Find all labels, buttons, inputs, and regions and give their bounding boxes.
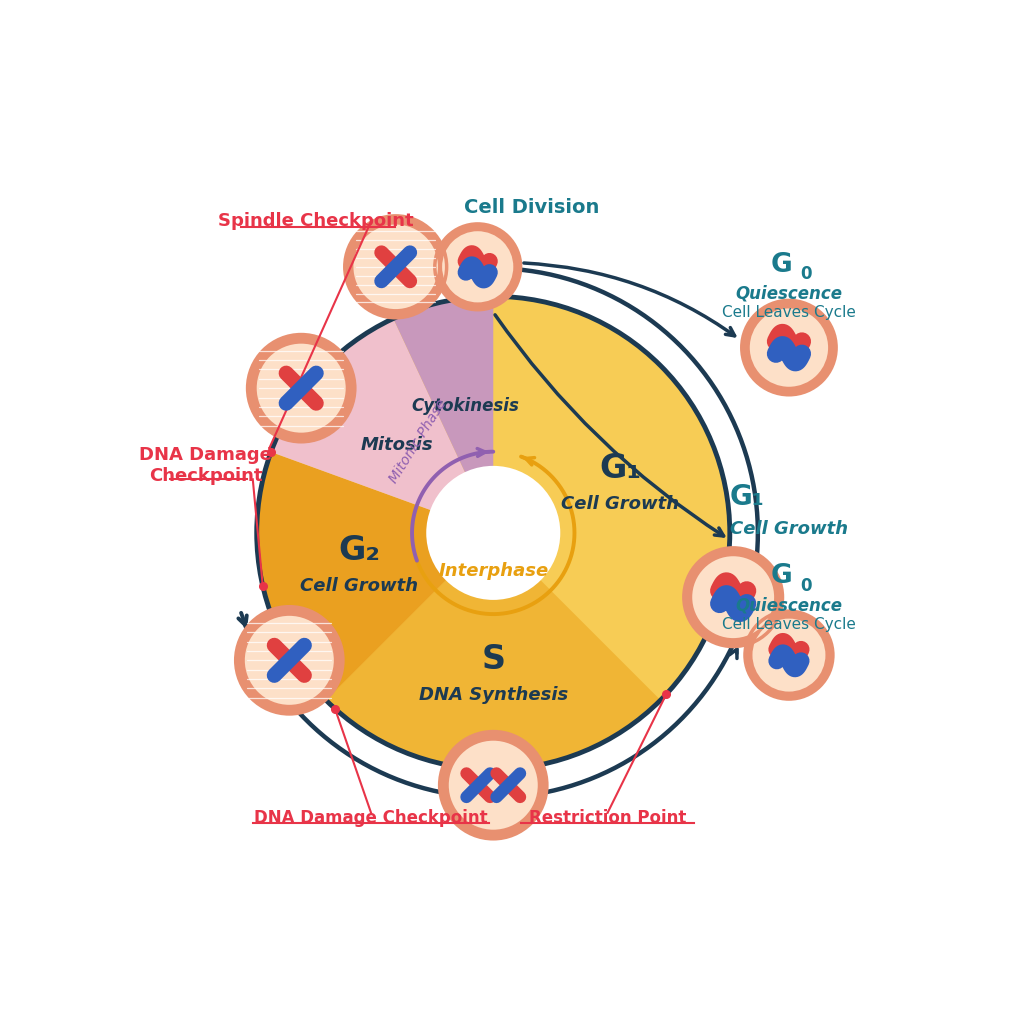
Wedge shape [494,296,730,700]
Text: DNA Damage
Checkpoint: DNA Damage Checkpoint [139,446,272,485]
Text: Cell Leaves Cycle: Cell Leaves Cycle [722,305,856,321]
Wedge shape [271,318,494,532]
Text: 0: 0 [801,577,812,595]
Text: G: G [770,563,792,589]
Text: Cell Growth: Cell Growth [561,495,679,513]
Circle shape [684,548,782,646]
Text: Cell Growth: Cell Growth [300,578,419,595]
Circle shape [257,296,730,769]
Text: Cell Leaves Cycle: Cell Leaves Cycle [722,616,856,632]
Text: G: G [770,252,792,278]
Circle shape [345,216,446,317]
Circle shape [353,224,438,309]
Text: Spindle Checkpoint: Spindle Checkpoint [218,212,414,230]
Wedge shape [257,452,494,700]
Text: G₁: G₁ [599,452,641,485]
Circle shape [248,335,355,441]
Circle shape [435,224,520,309]
Text: Quiescence: Quiescence [735,596,843,614]
Text: Cell Growth: Cell Growth [730,520,848,538]
Circle shape [692,556,774,638]
Text: DNA Synthesis: DNA Synthesis [419,685,568,703]
Circle shape [257,344,346,433]
Text: Interphase: Interphase [438,562,549,580]
Text: Restriction Point: Restriction Point [529,809,686,827]
Circle shape [236,606,343,714]
Circle shape [753,618,825,691]
Text: S: S [481,642,505,676]
Text: Cytokinesis: Cytokinesis [412,397,519,415]
Circle shape [449,740,538,829]
Circle shape [745,611,833,699]
Text: DNA Damage Checkpoint: DNA Damage Checkpoint [254,809,487,827]
Text: Mitonic Phase: Mitonic Phase [386,397,450,485]
Circle shape [426,466,560,600]
Text: G₂: G₂ [338,535,380,567]
Wedge shape [393,296,494,532]
Wedge shape [326,532,660,769]
Text: Mitosis: Mitosis [361,436,433,454]
Circle shape [245,615,334,705]
Text: G₁: G₁ [730,483,765,511]
Text: 0: 0 [801,265,812,284]
Text: Cell Division: Cell Division [464,199,599,217]
Circle shape [741,300,837,395]
Circle shape [439,731,547,839]
Circle shape [442,231,513,302]
Text: Quiescence: Quiescence [735,285,843,303]
Circle shape [750,308,828,387]
